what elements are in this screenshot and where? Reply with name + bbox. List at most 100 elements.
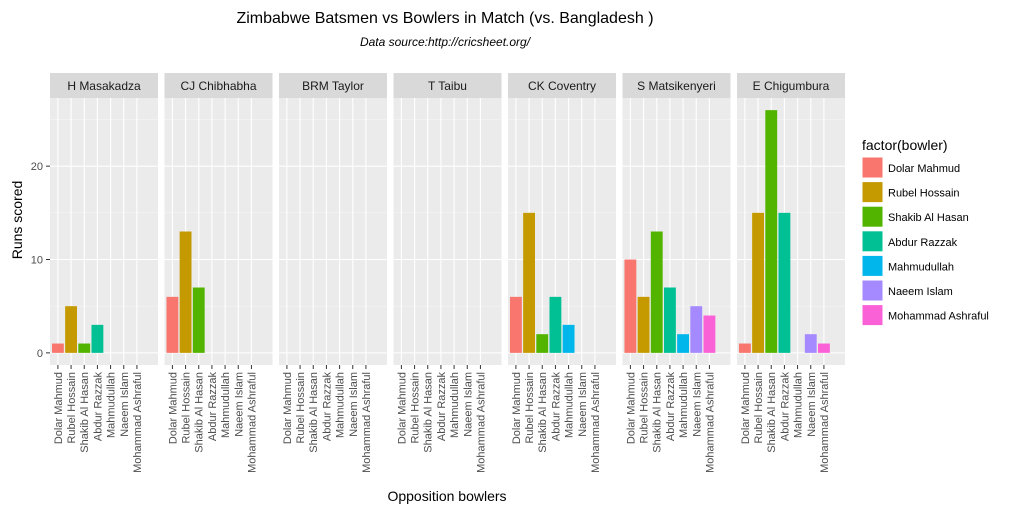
x-tick-label: Rubel Hossain <box>66 372 78 444</box>
legend-label: Naeem Islam <box>888 286 953 298</box>
x-tick-label: Abdur Razzak <box>665 372 677 442</box>
bar <box>78 343 91 353</box>
bar <box>51 343 64 353</box>
chart-subtitle: Data source:http://cricsheet.org/ <box>360 35 532 49</box>
x-tick-label: Mohammad Ashraful <box>361 372 373 473</box>
y-tick-label: 10 <box>31 255 43 267</box>
x-tick-label: Shakib Al Hasan <box>79 372 91 453</box>
x-tick-label: Abdur Razzak <box>550 372 562 442</box>
y-tick-label: 0 <box>37 348 43 360</box>
bar <box>166 296 179 353</box>
y-axis-title: Runs scored <box>9 181 25 260</box>
bar <box>663 287 676 353</box>
bar <box>179 231 192 353</box>
x-tick-label: Rubel Hossain <box>753 372 765 444</box>
bar <box>192 287 205 353</box>
x-tick-label: Mahmudullah <box>564 372 576 438</box>
x-tick-label: Naeem Islam <box>577 372 589 437</box>
x-tick-label: Mohammad Ashraful <box>475 372 487 473</box>
x-tick-label: Dolar Mahmud <box>53 372 65 444</box>
bar <box>778 212 791 353</box>
legend-key <box>861 205 884 228</box>
bar <box>765 110 778 353</box>
x-tick-label: Rubel Hossain <box>410 372 422 444</box>
bar <box>536 334 549 353</box>
x-tick-label: Rubel Hossain <box>295 372 307 444</box>
x-tick-label: Mahmudullah <box>449 372 461 438</box>
bar <box>65 306 77 353</box>
x-axis-title: Opposition bowlers <box>387 488 506 504</box>
x-tick-label: Mahmudullah <box>106 372 118 438</box>
legend-label: Shakib Al Hasan <box>888 212 969 224</box>
strip <box>279 73 387 98</box>
y-tick-label: 20 <box>31 161 43 173</box>
x-tick-label: Shakib Al Hasan <box>537 372 549 453</box>
x-tick-label: Abdur Razzak <box>779 372 791 442</box>
x-tick-label: Mohammad Ashraful <box>132 372 144 473</box>
strip <box>508 73 616 98</box>
x-tick-label: Dolar Mahmud <box>396 372 408 444</box>
legend-label: Mahmudullah <box>888 261 954 273</box>
x-tick-label: Naeem Islam <box>233 372 245 437</box>
x-tick-label: Shakib Al Hasan <box>194 372 206 453</box>
x-tick-label: Shakib Al Hasan <box>308 372 320 453</box>
x-tick-label: Dolar Mahmud <box>167 372 179 444</box>
bar <box>804 334 817 353</box>
x-tick-label: Dolar Mahmud <box>625 372 637 444</box>
x-tick-label: Abdur Razzak <box>321 372 333 442</box>
strip-label: E Chigumbura <box>753 79 830 93</box>
x-tick-label: Rubel Hossain <box>524 372 536 444</box>
x-tick-label: Naeem Islam <box>691 372 703 437</box>
x-tick-label: Dolar Mahmud <box>282 372 294 444</box>
bar <box>637 296 650 353</box>
chart-title: Zimbabwe Batsmen vs Bowlers in Match (vs… <box>236 10 653 27</box>
legend-key <box>861 279 884 302</box>
x-tick-label: Mohammad Ashraful <box>704 372 716 473</box>
x-tick-label: Shakib Al Hasan <box>423 372 435 453</box>
bar <box>562 324 575 353</box>
x-tick-label: Mohammad Ashraful <box>246 372 258 473</box>
bar <box>91 324 104 353</box>
x-tick-label: Mahmudullah <box>793 372 805 438</box>
x-tick-label: Mahmudullah <box>220 372 232 438</box>
strip <box>50 73 158 98</box>
legend-key <box>861 304 884 327</box>
x-tick-label: Shakib Al Hasan <box>766 372 778 453</box>
strip-label: CJ Chibhabha <box>180 79 256 93</box>
legend-label: Mohammad Ashraful <box>888 311 989 323</box>
x-tick-label: Naeem Islam <box>806 372 818 437</box>
x-tick-label: Dolar Mahmud <box>511 372 523 444</box>
bar <box>650 231 663 353</box>
legend-label: Rubel Hossain <box>888 188 960 200</box>
x-tick-label: Mohammad Ashraful <box>590 372 602 473</box>
x-tick-label: Dolar Mahmud <box>740 372 752 444</box>
bar <box>703 315 716 353</box>
strip <box>164 73 273 98</box>
bar <box>738 343 751 353</box>
x-tick-label: Naeem Islam <box>462 372 474 437</box>
x-tick-label: Mahmudullah <box>335 372 347 438</box>
x-tick-label: Naeem Islam <box>119 372 131 437</box>
x-tick-label: Abdur Razzak <box>436 372 448 442</box>
x-tick-label: Shakib Al Hasan <box>652 372 664 453</box>
legend-key <box>861 181 884 204</box>
legend-key <box>861 254 884 277</box>
x-tick-label: Rubel Hossain <box>181 372 193 444</box>
bar <box>624 259 637 353</box>
x-tick-label: Abdur Razzak <box>207 372 219 442</box>
bar <box>509 296 522 353</box>
strip <box>622 73 731 98</box>
bar <box>549 296 562 353</box>
strip <box>393 73 502 98</box>
bar <box>523 212 535 353</box>
strip <box>737 73 845 98</box>
strip-label: T Taibu <box>428 79 467 93</box>
legend-label: Abdur Razzak <box>888 237 958 249</box>
x-tick-label: Mahmudullah <box>678 372 690 438</box>
legend-key <box>861 230 884 253</box>
x-tick-label: Naeem Islam <box>348 372 360 437</box>
legend-label: Dolar Mahmud <box>888 163 960 175</box>
strip-label: S Matsikenyeri <box>637 79 716 93</box>
x-tick-label: Mohammad Ashraful <box>819 372 831 473</box>
